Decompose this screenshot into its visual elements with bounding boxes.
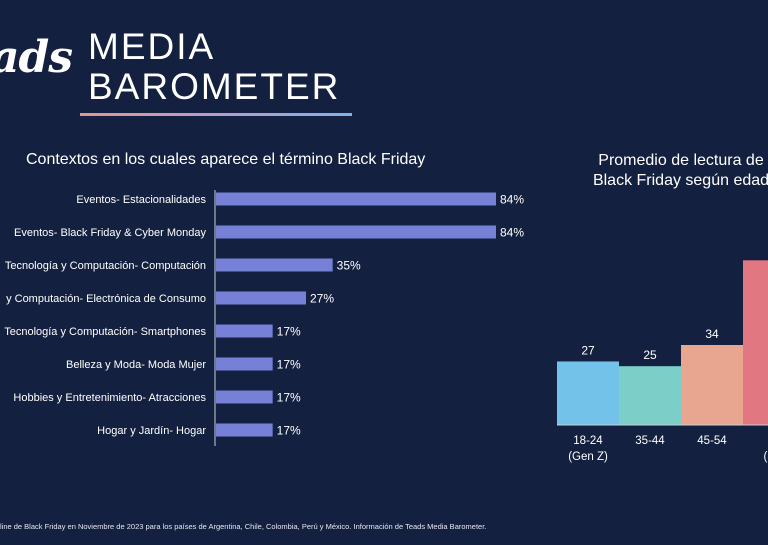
age-tick-label-1: 18-24	[573, 435, 603, 447]
age-bar-2	[619, 366, 681, 425]
age-tick-sublabel-1: (Gen Z)	[568, 451, 608, 463]
data-label-8: 17%	[277, 424, 301, 438]
category-label-3: Tecnología y Computación- Computación	[5, 260, 206, 272]
age-data-label-1: 27	[581, 343, 595, 357]
data-label-5: 17%	[277, 325, 301, 339]
age-bar-1	[557, 361, 619, 425]
age-tick-label-3: 45-54	[697, 435, 727, 447]
category-label-5: Tecnología y Computación- Smartphones	[4, 326, 206, 338]
data-label-4: 27%	[310, 292, 334, 306]
brand-title-line1: MEDIA	[88, 26, 216, 67]
right-chart-title-line1: Promedio de lectura de	[598, 152, 764, 169]
category-label-1: Eventos- Estacionalidades	[76, 194, 206, 206]
category-label-2: Eventos- Black Friday & Cyber Monday	[14, 227, 206, 239]
age-bar-4	[743, 260, 768, 425]
data-label-1: 84%	[500, 193, 524, 207]
category-label-8: Hogar y Jardín- Hogar	[97, 425, 206, 437]
bar-4	[216, 291, 306, 305]
bar-2	[216, 225, 496, 239]
bar-1	[216, 192, 496, 206]
age-bar-3	[681, 345, 743, 425]
category-label-4: y Computación- Electrónica de Consumo	[6, 293, 206, 305]
age-tick-label-2: 35-44	[635, 435, 665, 447]
bar-5	[216, 324, 273, 338]
data-label-2: 84%	[500, 226, 524, 240]
footnote: line de Black Friday en Noviembre de 202…	[0, 522, 487, 531]
age-data-label-2: 25	[643, 348, 657, 362]
right-chart-title-line2: Black Friday según edad	[592, 172, 768, 189]
brand-underline	[80, 113, 352, 116]
category-label-6: Belleza y Moda- Moda Mujer	[66, 359, 206, 371]
age-tick-sublabel-4: (Mill	[763, 451, 768, 463]
teads-logo: teads	[0, 32, 72, 83]
data-label-6: 17%	[277, 358, 301, 372]
brand-title-line2: BAROMETER	[88, 66, 341, 107]
bar-6	[216, 357, 273, 371]
bar-7	[216, 390, 273, 404]
left-chart-title: Contextos en los cuales aparece el térmi…	[26, 151, 426, 168]
bar-3	[216, 258, 333, 272]
right-chart-title: Promedio de lectura de Black Friday segú…	[566, 151, 768, 191]
data-label-3: 35%	[337, 259, 361, 273]
data-label-7: 17%	[277, 391, 301, 405]
category-label-7: Hobbies y Entretenimiento- Atracciones	[13, 392, 206, 404]
age-data-label-3: 34	[705, 327, 719, 341]
bar-8	[216, 423, 273, 437]
